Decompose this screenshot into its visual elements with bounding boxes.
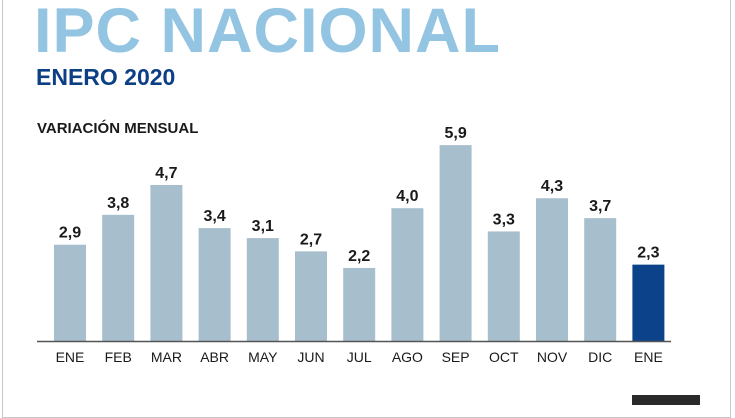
data-label: 3,3 — [493, 211, 515, 228]
x-tick-label: OCT — [489, 349, 519, 365]
data-label: 3,7 — [589, 198, 611, 215]
bar — [632, 264, 665, 341]
x-tick-label: MAY — [248, 349, 278, 365]
bar — [439, 145, 472, 341]
x-tick-label: FEB — [105, 349, 132, 365]
data-label: 2,3 — [637, 245, 659, 262]
x-tick-label: ENE — [634, 349, 663, 365]
bar — [54, 244, 86, 341]
bar — [584, 218, 617, 341]
data-label: 4,7 — [155, 165, 177, 182]
x-tick-label: MAR — [151, 349, 182, 365]
x-tick-label: JUL — [347, 349, 372, 365]
data-label: 5,9 — [444, 125, 466, 142]
chart-title: VARIACIÓN MENSUAL — [37, 120, 199, 137]
page-subtitle: ENERO 2020 — [36, 64, 176, 90]
bar — [198, 228, 231, 341]
x-tick-label: ENE — [56, 349, 85, 365]
bar — [295, 251, 327, 341]
data-label: 4,0 — [396, 188, 418, 205]
x-tick-label: AGO — [392, 349, 423, 365]
x-tick-label: JUN — [297, 349, 324, 365]
data-label: 3,1 — [252, 218, 274, 235]
page-title: IPC NACIONAL — [34, 0, 501, 66]
data-label: 2,9 — [59, 225, 81, 242]
data-label: 3,4 — [203, 208, 225, 225]
x-tick-label: SEP — [442, 349, 470, 365]
bar — [536, 198, 568, 341]
bar-chart: 2,9 ENE 3,8 FEB 4,7 MAR 3,4 ABR 3,1 MAY 2,7 JUN 2,2 J… — [37, 125, 671, 365]
bar — [391, 208, 424, 341]
data-label: 2,7 — [300, 231, 322, 248]
bar — [102, 214, 135, 341]
bar — [246, 238, 279, 341]
data-label: 4,3 — [541, 178, 563, 195]
x-tick-label: ABR — [200, 349, 229, 365]
bar — [343, 267, 376, 341]
data-label: 2,2 — [348, 248, 370, 265]
bar — [487, 231, 520, 341]
data-label: 3,8 — [107, 195, 129, 212]
bar — [150, 184, 183, 341]
x-tick-label: NOV — [537, 349, 568, 365]
x-tick-label: DIC — [588, 349, 612, 365]
corner-tab — [632, 395, 700, 405]
